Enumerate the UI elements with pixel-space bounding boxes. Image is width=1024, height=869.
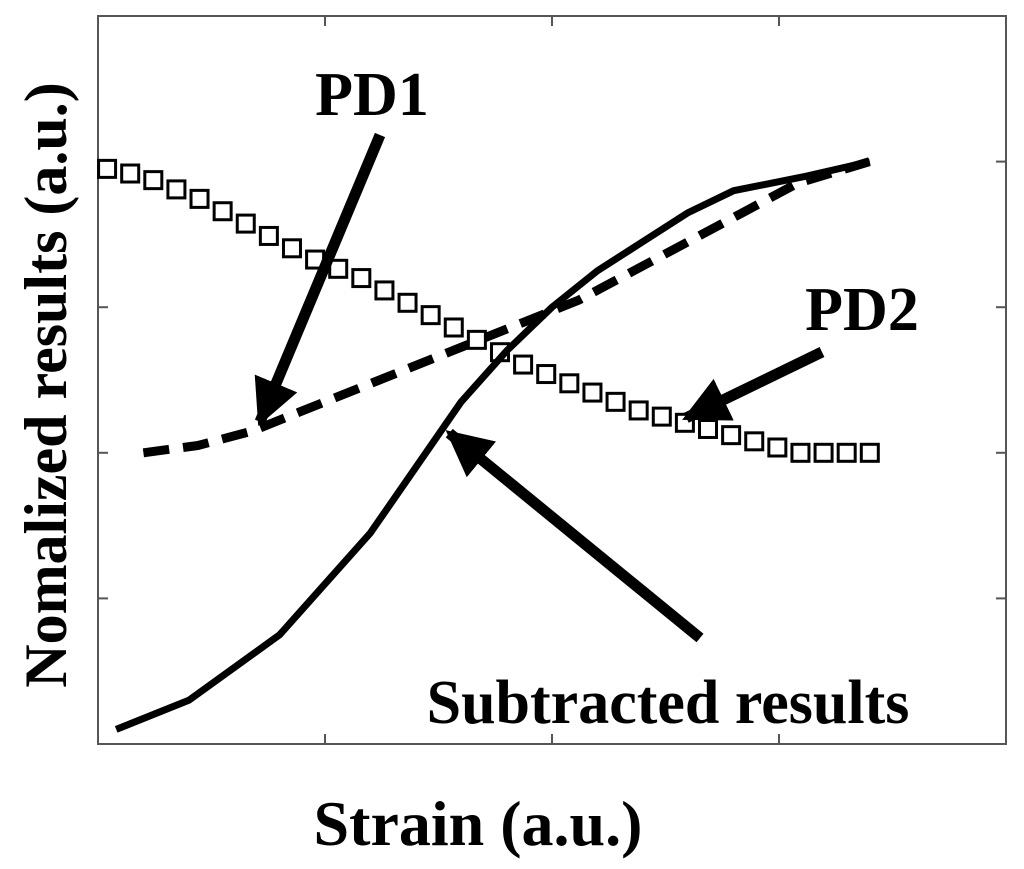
series-pd2-marker-14 bbox=[420, 305, 441, 326]
series-pd2-marker-19 bbox=[536, 364, 557, 385]
series-pd2-marker-26 bbox=[698, 418, 719, 439]
annotation-pd1: PD1 bbox=[315, 61, 429, 129]
series-pd2-marker-29 bbox=[767, 437, 788, 458]
series-pd2-marker-15 bbox=[443, 317, 464, 338]
series-pd2-marker-28 bbox=[744, 431, 765, 452]
series-pd2-marker-31 bbox=[813, 442, 834, 463]
series-pd2-marker-24 bbox=[651, 406, 672, 427]
series-pd2-marker-30 bbox=[790, 442, 811, 463]
series-pd2-marker-12 bbox=[374, 280, 395, 301]
series-pd2-marker-21 bbox=[582, 382, 603, 403]
series-pd2-marker-27 bbox=[721, 425, 742, 446]
series-layer bbox=[97, 157, 880, 733]
series-pd2-marker-8 bbox=[281, 238, 302, 259]
series-pd2-marker-4 bbox=[189, 188, 210, 209]
arrow-pd2 bbox=[682, 347, 825, 423]
y-axis-label: Nomalized results (a.u.) bbox=[13, 82, 79, 688]
x-axis-label: Strain (a.u.) bbox=[314, 788, 643, 859]
annotation-subtracted-results: Subtracted results bbox=[427, 669, 910, 737]
series-pd2-marker-0 bbox=[97, 158, 118, 179]
series-pd2-marker-16 bbox=[466, 329, 487, 350]
series-pd1-line bbox=[142, 157, 872, 458]
series-pd2-marker-20 bbox=[559, 373, 580, 394]
series-pd2-marker-32 bbox=[836, 442, 857, 463]
arrow-pd1 bbox=[254, 132, 386, 427]
annotation-arrows bbox=[254, 132, 825, 643]
series-pd2-marker-11 bbox=[351, 268, 372, 289]
series-pd2-marker-6 bbox=[235, 213, 256, 234]
series-pd2-marker-22 bbox=[605, 391, 626, 412]
series-pd2-marker-13 bbox=[397, 292, 418, 313]
series-pd2-marker-18 bbox=[513, 354, 534, 375]
series-subtracted-results-line bbox=[114, 158, 871, 733]
series-pd2-marker-5 bbox=[212, 201, 233, 222]
series-pd2-marker-1 bbox=[120, 163, 141, 184]
series-pd2-marker-7 bbox=[258, 225, 279, 246]
series-pd2-marker-33 bbox=[859, 442, 880, 463]
annotation-pd2: PD2 bbox=[805, 276, 919, 344]
series-pd2-marker-3 bbox=[166, 179, 187, 200]
series-pd2-marker-2 bbox=[143, 170, 164, 191]
arrow-subtracted-results bbox=[445, 428, 704, 643]
series-pd2-marker-23 bbox=[628, 400, 649, 421]
